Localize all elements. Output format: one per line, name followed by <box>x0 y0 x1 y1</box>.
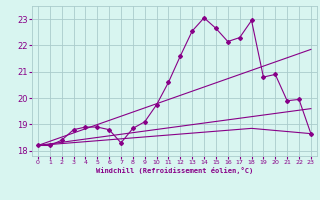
X-axis label: Windchill (Refroidissement éolien,°C): Windchill (Refroidissement éolien,°C) <box>96 167 253 174</box>
